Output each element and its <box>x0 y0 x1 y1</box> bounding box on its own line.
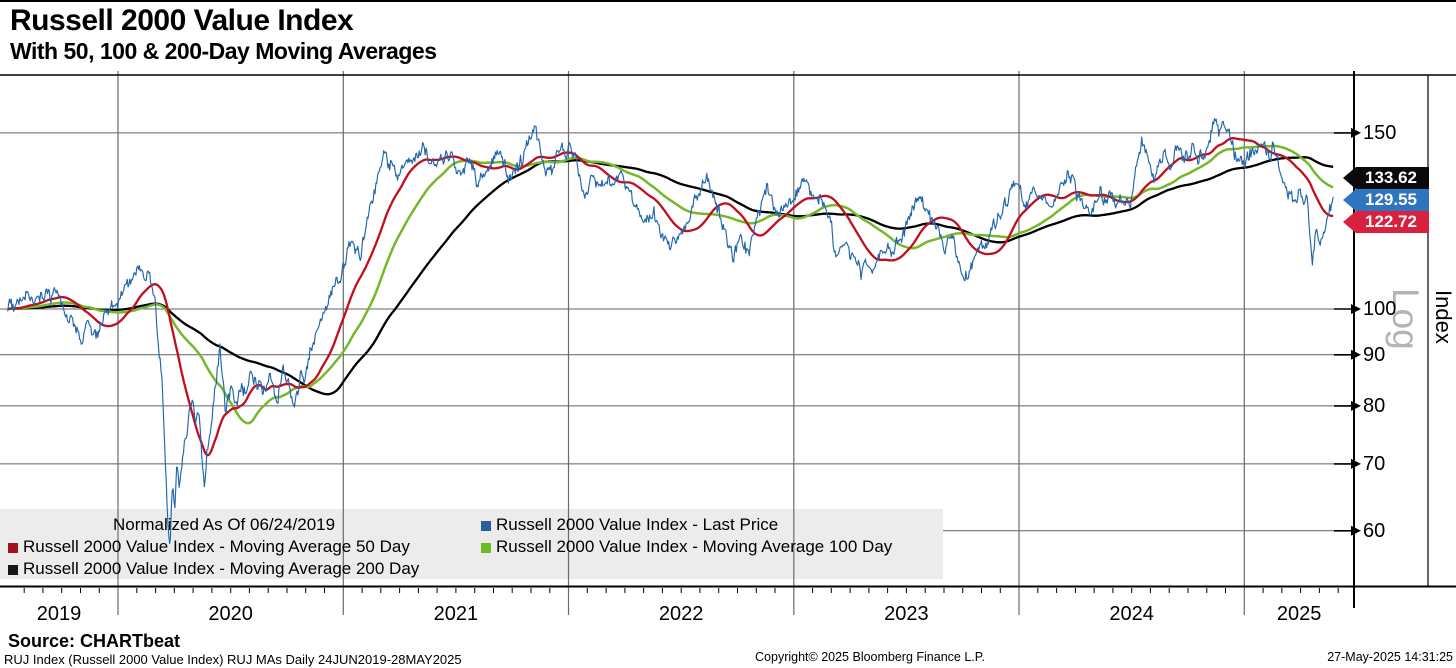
ma100-line <box>7 144 1334 425</box>
y-tick-label: 70 <box>1363 452 1386 475</box>
y-tick-label: 150 <box>1363 121 1397 144</box>
y-tick-label: 100 <box>1363 298 1397 320</box>
x-year-label: 2021 <box>433 603 479 625</box>
x-year-label: 2019 <box>36 603 82 625</box>
ma200-swatch-icon <box>8 565 18 575</box>
ma200-line <box>7 156 1334 396</box>
price-tag-ma50: 122.72 <box>1343 211 1429 233</box>
ma100-swatch-icon <box>481 543 491 553</box>
price-tag-ma200: 133.62 <box>1343 167 1429 189</box>
y-tick-arrow-icon <box>1351 304 1361 314</box>
legend-item-ma100: Russell 2000 Value Index - Moving Averag… <box>481 536 892 558</box>
legend-item-label: Russell 2000 Value Index - Moving Averag… <box>23 537 410 556</box>
y-axis-title: Index <box>1431 290 1456 344</box>
legend-item-ma200: Russell 2000 Value Index - Moving Averag… <box>8 558 419 580</box>
chart-subtitle: With 50, 100 & 200-Day Moving Averages <box>10 38 437 64</box>
y-tick-label: 90 <box>1363 343 1386 366</box>
ma50-swatch-icon <box>8 543 18 553</box>
y-tick-label: 60 <box>1363 519 1386 542</box>
y-tick-arrow-icon <box>1351 400 1361 411</box>
y-tick-arrow-icon <box>1351 458 1361 469</box>
chart-meta: RUJ Index (Russell 2000 Value Index) RUJ… <box>4 652 462 667</box>
y-tick-arrow-icon <box>1351 525 1361 536</box>
log-scale-label: Log <box>1385 288 1426 350</box>
price-tag-last-price: 129.55 <box>1343 189 1429 211</box>
legend-background <box>0 509 943 579</box>
ma50-line <box>7 137 1334 457</box>
x-year-label: 2024 <box>1109 603 1154 625</box>
x-year-label: 2023 <box>884 603 929 625</box>
legend-item-last-price: Russell 2000 Value Index - Last Price <box>481 514 778 536</box>
y-tick-label: 80 <box>1363 394 1386 417</box>
last-price-swatch-icon <box>481 521 491 531</box>
x-year-label: 2025 <box>1276 603 1322 625</box>
x-year-label: 2022 <box>658 603 704 625</box>
legend-item-label: Russell 2000 Value Index - Last Price <box>496 515 779 534</box>
top-border <box>0 0 1456 2</box>
y-tick-arrow-icon <box>1351 349 1361 360</box>
source-label: Source: CHARTbeat <box>8 631 181 651</box>
legend-item-ma50: Russell 2000 Value Index - Moving Averag… <box>8 536 410 558</box>
timestamp: 27-May-2025 14:31:25 <box>1327 650 1453 664</box>
y-tick-arrow-icon <box>1351 127 1361 138</box>
page-title: Russell 2000 Value Index <box>10 4 354 37</box>
legend-item-label: Russell 2000 Value Index - Moving Averag… <box>23 559 420 578</box>
legend-annotation: Normalized As Of 06/24/2019 <box>113 515 336 534</box>
price-line <box>7 118 1334 545</box>
copyright: Copyright© 2025 Bloomberg Finance L.P. <box>755 650 985 664</box>
legend-item-label: Russell 2000 Value Index - Moving Averag… <box>496 537 893 556</box>
x-year-label: 2020 <box>208 603 253 625</box>
